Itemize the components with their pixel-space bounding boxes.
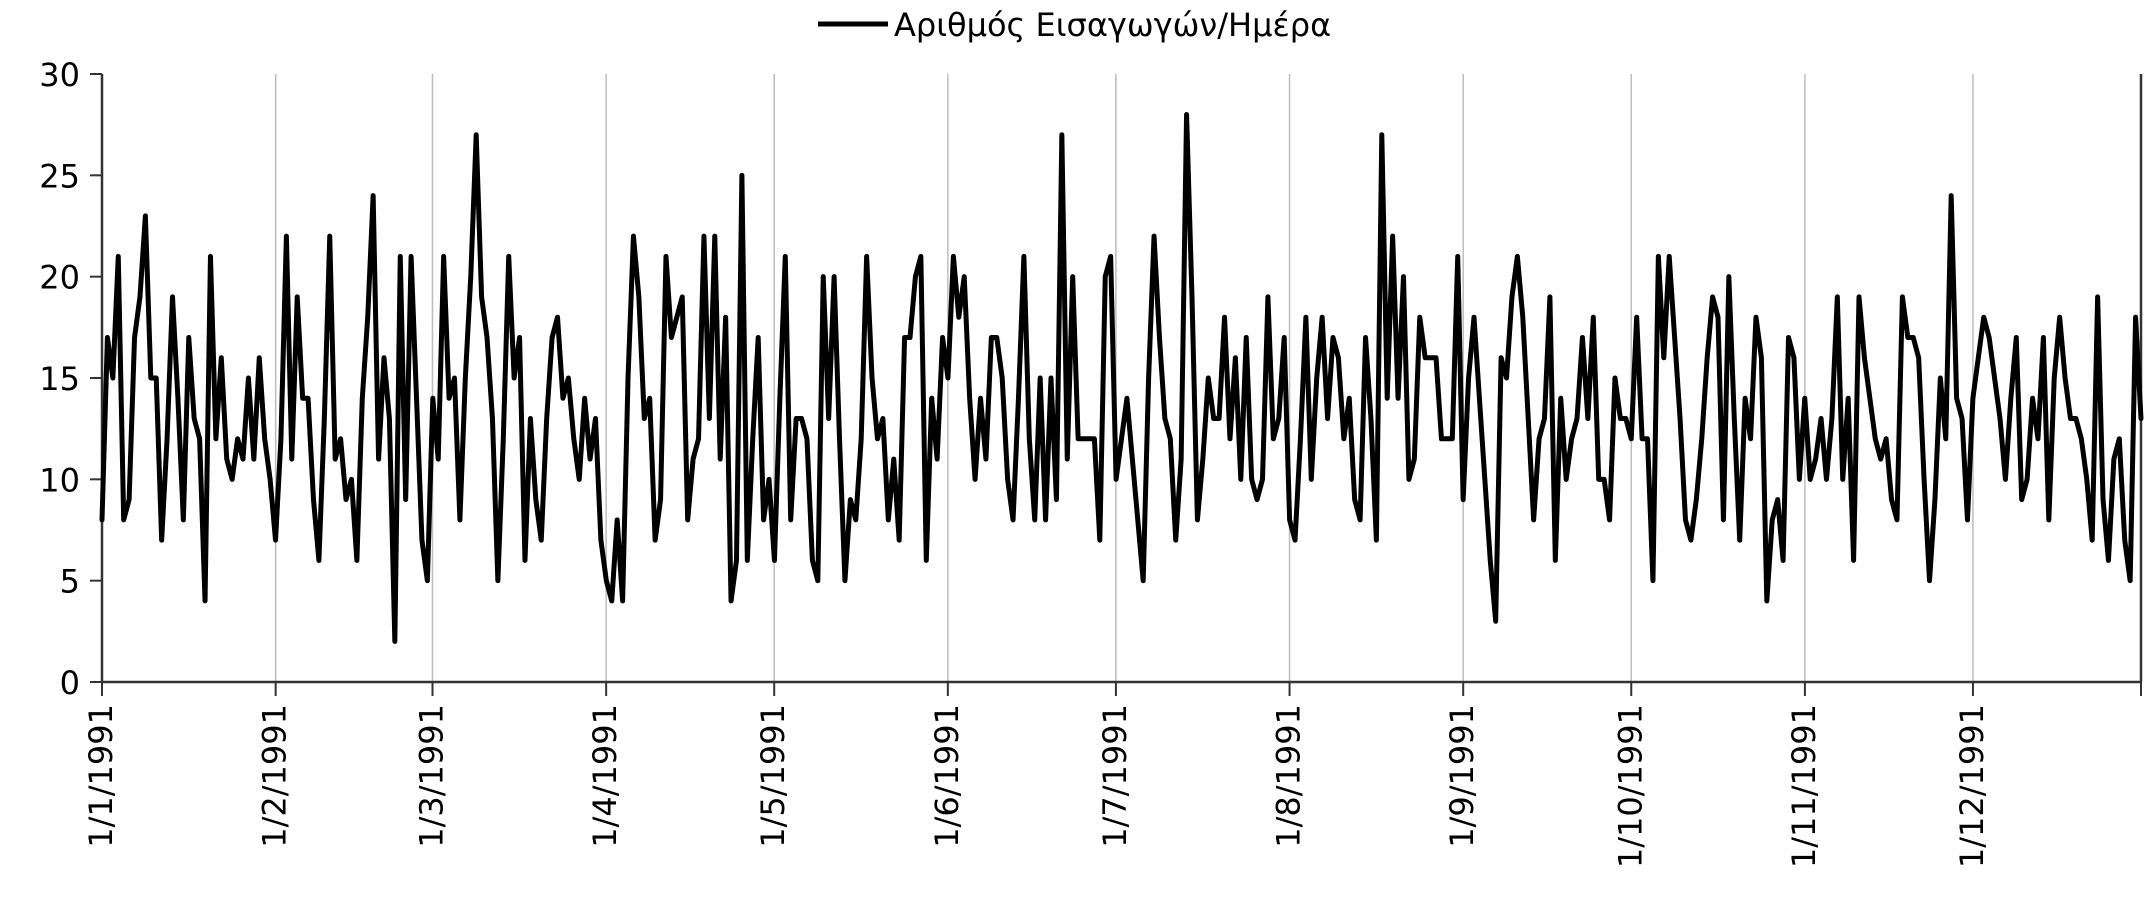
legend-label-arithmos-eisagogon: Αριθμός Εισαγωγών/Ημέρα [894, 6, 1331, 44]
x-tick-label: 1/10/1991 [1611, 704, 1649, 868]
x-axis-ticks: 1/1/1991 1/2/1991 1/3/1991 1/4/1991 1/5/1991… [82, 682, 2142, 868]
y-axis-ticks: 0 5 10 15 20 25 30 [39, 56, 102, 702]
x-tick-label: 1/1/1991 [82, 704, 120, 848]
y-tick-label: 0 [60, 664, 80, 702]
x-tick-label: 1/4/1991 [586, 704, 624, 848]
x-tick-label: 1/11/1991 [1785, 704, 1823, 868]
legend: Αριθμός Εισαγωγών/Ημέρα [818, 6, 1331, 44]
x-tick-label: 1/12/1991 [1953, 704, 1991, 868]
x-tick-label: 1/5/1991 [754, 704, 792, 848]
y-tick-label: 20 [39, 259, 80, 297]
x-tick-label: 1/8/1991 [1270, 704, 1308, 848]
x-tick-label: 1/6/1991 [928, 704, 966, 848]
x-tick-label: 1/7/1991 [1096, 704, 1134, 848]
series-line-arithmos-eisagogon [99, 112, 2144, 644]
x-tick-label: 1/9/1991 [1443, 704, 1481, 848]
y-tick-label: 30 [39, 56, 80, 94]
x-tick-label: 1/3/1991 [412, 704, 450, 848]
x-tick-label: 1/2/1991 [256, 704, 294, 848]
y-tick-label: 10 [39, 461, 80, 499]
y-tick-label: 15 [39, 360, 80, 398]
y-tick-label: 25 [39, 157, 80, 195]
y-tick-label: 5 [60, 563, 80, 601]
